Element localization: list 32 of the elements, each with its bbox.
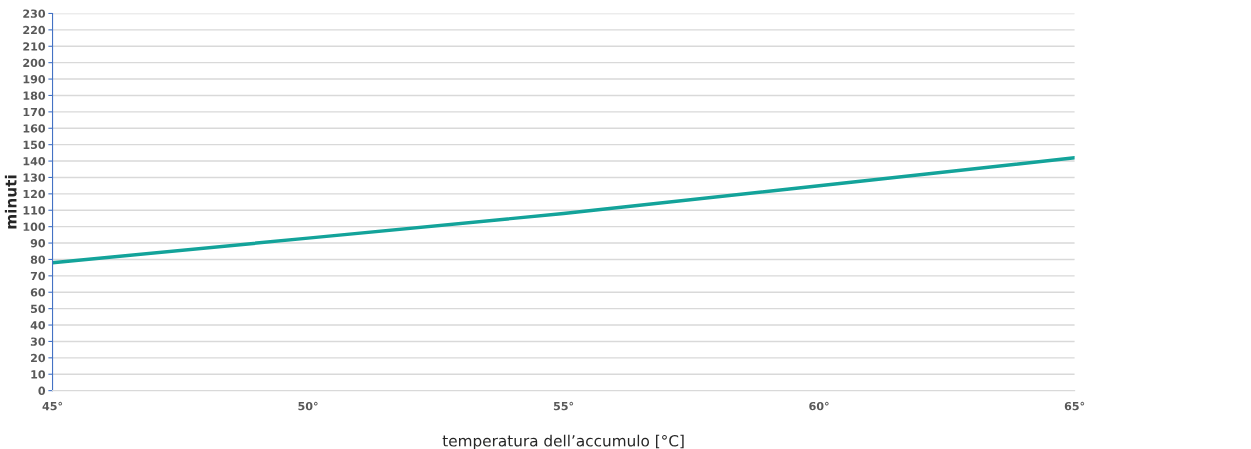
y-tick-label: 190 [23, 75, 46, 84]
y-tick-label: 90 [30, 239, 46, 248]
y-tick-label: 80 [30, 255, 46, 264]
x-tick-label: 65° [1064, 401, 1085, 411]
y-tick-label: 220 [23, 25, 46, 35]
y-tick-label: 130 [23, 173, 46, 182]
y-tick-label: 110 [23, 206, 46, 215]
x-axis-title: temperatura dell’accumulo [°C] [442, 434, 684, 449]
y-tick-label: 100 [23, 222, 46, 232]
y-tick-label: 180 [23, 91, 46, 100]
y-tick-label: 150 [23, 140, 46, 150]
y-tick-label: 0 [38, 386, 46, 396]
line-series [52, 156, 1075, 265]
y-tick-label: 170 [23, 107, 46, 117]
y-tick-label: 200 [23, 58, 46, 68]
x-tick-label: 60° [809, 401, 829, 411]
y-tick-label: 120 [23, 189, 46, 199]
y-tick-label: 20 [31, 353, 46, 363]
x-tick-label: 45° [42, 401, 63, 411]
y-tick-label: 70 [30, 271, 46, 281]
y-tick-label: 210 [23, 42, 46, 51]
y-tick-label: 50 [30, 304, 46, 314]
y-tick-label: 40 [30, 321, 46, 330]
y-axis-title: minuti [4, 175, 17, 229]
y-tick-label: 230 [23, 9, 46, 18]
x-tick-label: 55° [553, 401, 574, 411]
x-tick-label: 50° [298, 401, 318, 411]
y-tick-label: 30 [30, 337, 46, 346]
y-tick-label: 160 [23, 124, 46, 133]
y-tick-label: 10 [31, 370, 46, 379]
y-tick-label: 140 [23, 157, 46, 166]
y-tick-label: 60 [30, 288, 46, 297]
